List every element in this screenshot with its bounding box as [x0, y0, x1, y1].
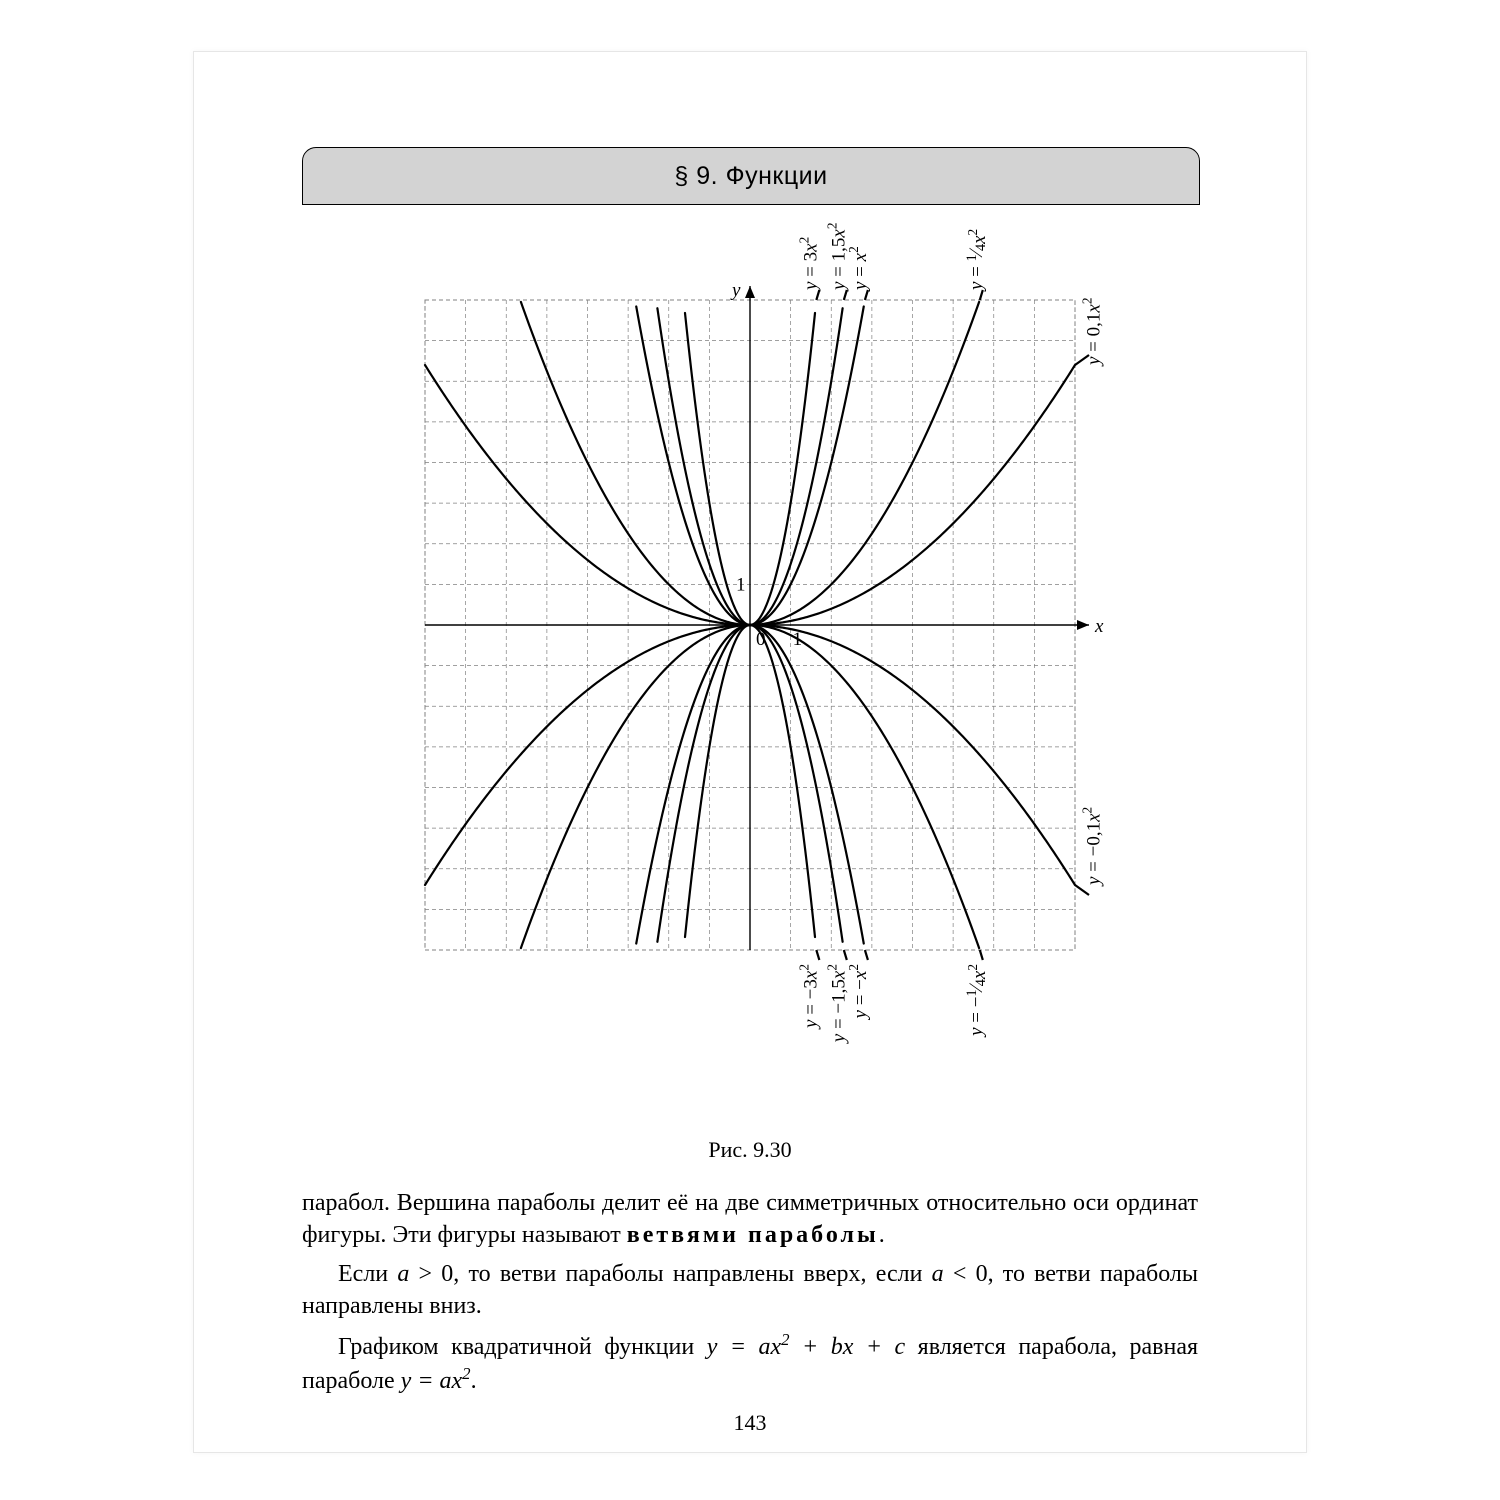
svg-text:x: x: [1094, 616, 1104, 637]
body-text: парабол. Вершина параболы делит её на дв…: [302, 1187, 1198, 1403]
formula-1: y = ax2 + bx + c: [707, 1334, 905, 1360]
svg-text:y = −1⁄4x2: y = −1⁄4x2: [964, 964, 990, 1038]
parabolas-chart: xy011y = 3x2y = 1,5x2y = x2y = 1⁄4x2y = …: [350, 220, 1150, 1130]
svg-text:y: y: [730, 280, 741, 301]
page: § 9. Функции xy011y = 3x2y = 1,5x2y = x2…: [193, 51, 1307, 1453]
svg-text:y = x2: y = x2: [846, 246, 871, 292]
svg-text:1: 1: [736, 574, 746, 595]
svg-text:y = 1,5x2: y = 1,5x2: [824, 223, 849, 293]
svg-text:y = 1⁄4x2: y = 1⁄4x2: [964, 229, 990, 292]
svg-text:y = −3x2: y = −3x2: [796, 964, 821, 1030]
paragraph-2: Если a > 0, то ветви параболы направлены…: [302, 1258, 1198, 1323]
page-number: 143: [194, 1410, 1306, 1436]
svg-text:y = −1,5x2: y = −1,5x2: [824, 964, 849, 1044]
svg-text:y = 0,1x2: y = 0,1x2: [1079, 298, 1104, 368]
paragraph-1: парабол. Вершина параболы делит её на дв…: [302, 1187, 1198, 1252]
svg-text:y = −0,1x2: y = −0,1x2: [1079, 807, 1104, 887]
paragraph-3: Графиком квадратичной функции y = ax2 + …: [302, 1329, 1198, 1398]
formula-2: y = ax2: [401, 1368, 471, 1394]
stage: § 9. Функции xy011y = 3x2y = 1,5x2y = x2…: [0, 0, 1500, 1500]
svg-text:y = 3x2: y = 3x2: [796, 237, 821, 292]
section-title: § 9. Функции: [674, 162, 827, 191]
section-header: § 9. Функции: [302, 147, 1200, 205]
svg-text:y = −x2: y = −x2: [846, 964, 871, 1020]
figure-caption: Рис. 9.30: [194, 1137, 1306, 1163]
